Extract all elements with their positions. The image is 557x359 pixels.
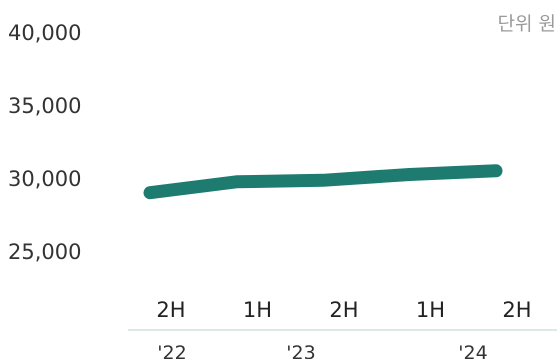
y-tick-label: 40,000 — [8, 21, 81, 45]
x-tick-label: 2H — [502, 298, 531, 322]
y-tick-label: 25,000 — [8, 240, 81, 264]
x-group-label: '23 — [286, 342, 315, 359]
x-group-label: '24 — [458, 342, 487, 359]
series-layer — [143, 164, 503, 200]
unit-label: 단위 원 — [498, 13, 556, 35]
x-axis-groups: '22 '23 '24 — [157, 342, 487, 359]
x-tick-label: 1H — [416, 298, 445, 322]
x-tick-label: 1H — [243, 298, 272, 322]
y-axis: 40,000 35,000 30,000 25,000 — [8, 21, 81, 264]
x-axis: 2H 1H 2H 1H 2H — [156, 298, 531, 322]
series-line — [143, 164, 503, 200]
x-group-label: '22 — [157, 342, 186, 359]
y-tick-label: 30,000 — [8, 167, 81, 191]
x-tick-label: 2H — [329, 298, 358, 322]
x-tick-label: 2H — [156, 298, 185, 322]
y-tick-label: 35,000 — [8, 94, 81, 118]
